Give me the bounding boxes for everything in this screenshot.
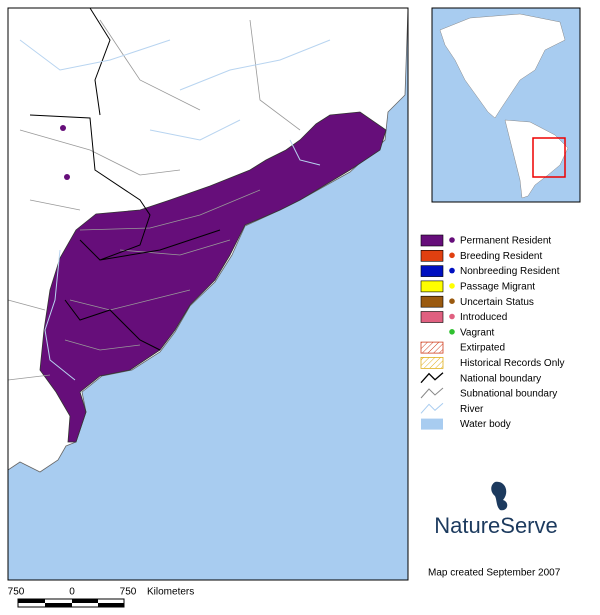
- legend-swatch: [420, 234, 444, 247]
- logo-text: NatureServe: [434, 513, 558, 538]
- map-frame: [7, 7, 409, 581]
- legend-dot: [449, 298, 455, 305]
- main-map: [7, 7, 409, 581]
- legend-label: Uncertain Status: [460, 297, 534, 308]
- legend-swatch: [420, 356, 444, 369]
- legend-label: Nonbreeding Resident: [460, 266, 560, 277]
- legend-swatch: [420, 280, 444, 293]
- occurrence-dot: [60, 125, 66, 131]
- legend-dot: [449, 329, 455, 335]
- legend-dot: [449, 283, 455, 289]
- legend-dot: [449, 252, 455, 259]
- legend-dot: [449, 237, 455, 243]
- legend-label: National boundary: [460, 373, 541, 384]
- scale-segment: [98, 603, 124, 607]
- inset-map: [431, 7, 581, 203]
- inset-south-america: [504, 119, 569, 199]
- legend-label: Water body: [460, 419, 511, 430]
- river: [19, 39, 331, 381]
- legend-label: Subnational boundary: [460, 389, 557, 400]
- legend-swatch: [421, 418, 443, 430]
- legend-swatch: [420, 311, 444, 323]
- legend-swatch: [420, 341, 444, 354]
- scale-segment: [18, 599, 45, 603]
- scale-label: 750: [8, 587, 25, 598]
- species-range: [39, 111, 387, 443]
- legend-label: Passage Migrant: [460, 282, 535, 293]
- legend-swatch: [420, 295, 444, 308]
- legend-label: Historical Records Only: [460, 358, 564, 369]
- legend-line: [420, 402, 444, 414]
- legend-label: Breeding Resident: [460, 251, 542, 262]
- legend: Permanent Resident Breeding Resident Nonbr…: [420, 234, 564, 430]
- legend-label: Permanent Resident: [460, 236, 551, 247]
- legend-label: River: [460, 404, 484, 415]
- scale-segment: [72, 599, 98, 603]
- legend-label: Extirpated: [460, 343, 505, 354]
- legend-swatch: [420, 265, 444, 277]
- legend-line: [420, 372, 444, 384]
- inset-extent: [532, 137, 566, 178]
- subnational-boundary: [7, 19, 301, 381]
- scale-label: 0: [69, 587, 75, 598]
- scale-label: 750: [120, 587, 137, 598]
- national-boundary: [29, 7, 221, 351]
- legend-label: Introduced: [460, 312, 507, 323]
- legend-label: Vagrant: [460, 327, 495, 338]
- scale-bar: 750 0 750 Kilometers: [8, 587, 194, 608]
- legend-dot: [449, 313, 455, 320]
- scale-unit: Kilometers: [147, 587, 194, 598]
- inset-north-america: [439, 13, 566, 119]
- legend-dot: [449, 267, 455, 274]
- legend-line: [420, 387, 444, 399]
- logo-icon: [491, 481, 508, 511]
- legend-swatch: [420, 250, 444, 262]
- scale-segment: [45, 603, 72, 607]
- credit: Map created September 2007: [428, 568, 561, 579]
- occurrence-dot: [64, 174, 70, 180]
